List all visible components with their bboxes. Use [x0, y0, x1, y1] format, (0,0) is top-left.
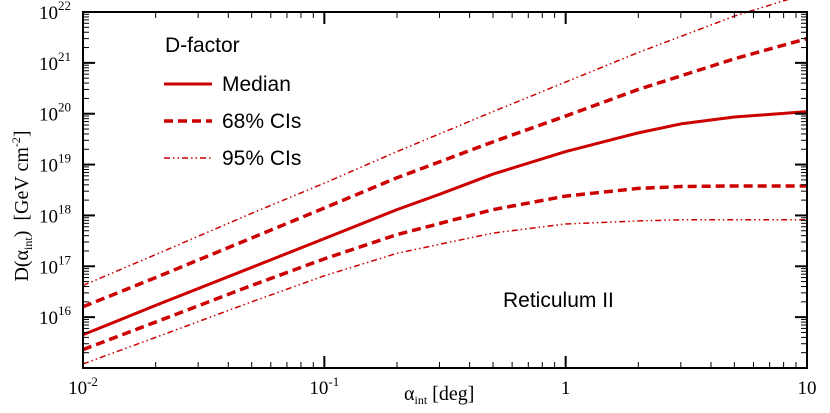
legend-label-median: Median	[222, 73, 291, 96]
series-line-2	[82, 184, 807, 352]
y-tick-label: 1018	[39, 201, 71, 227]
x-axis-label: αint [deg]	[404, 383, 474, 407]
y-axis-label: D(αint) [GeV cm-2]	[9, 130, 35, 281]
annotation-reticulum: Reticulum II	[503, 289, 614, 312]
y-tick-label: 1021	[39, 49, 71, 75]
series-line-1	[82, 36, 808, 309]
y-tick-label: 1020	[39, 100, 71, 126]
ticks-layer	[82, 12, 808, 369]
legend-label-68: 68% CIs	[222, 110, 301, 133]
series-line-3	[82, 0, 789, 287]
y-tick-label: 1022	[39, 0, 71, 24]
tick-labels: 10-2 10-1 1 10 1016 1017 1018 1019 1020 1021 1022	[39, 0, 817, 399]
x-tick-label: 10-2	[68, 374, 98, 399]
legend-label-95: 95% CIs	[222, 147, 301, 170]
y-tick-label: 1017	[39, 252, 72, 278]
legend: D-factor Median 68% CIs 95% CIs	[164, 34, 301, 170]
y-tick-label: 1019	[39, 151, 71, 177]
y-tick-label: 1016	[39, 303, 72, 329]
plot-frame	[82, 11, 808, 369]
x-tick-label: 10	[798, 378, 817, 399]
series-layer	[82, 0, 808, 365]
series-line-0	[82, 110, 808, 337]
x-tick-label: 10-1	[309, 374, 339, 399]
x-tick-label: 1	[561, 378, 571, 399]
series-line-4	[82, 219, 807, 365]
legend-title: D-factor	[165, 34, 240, 57]
